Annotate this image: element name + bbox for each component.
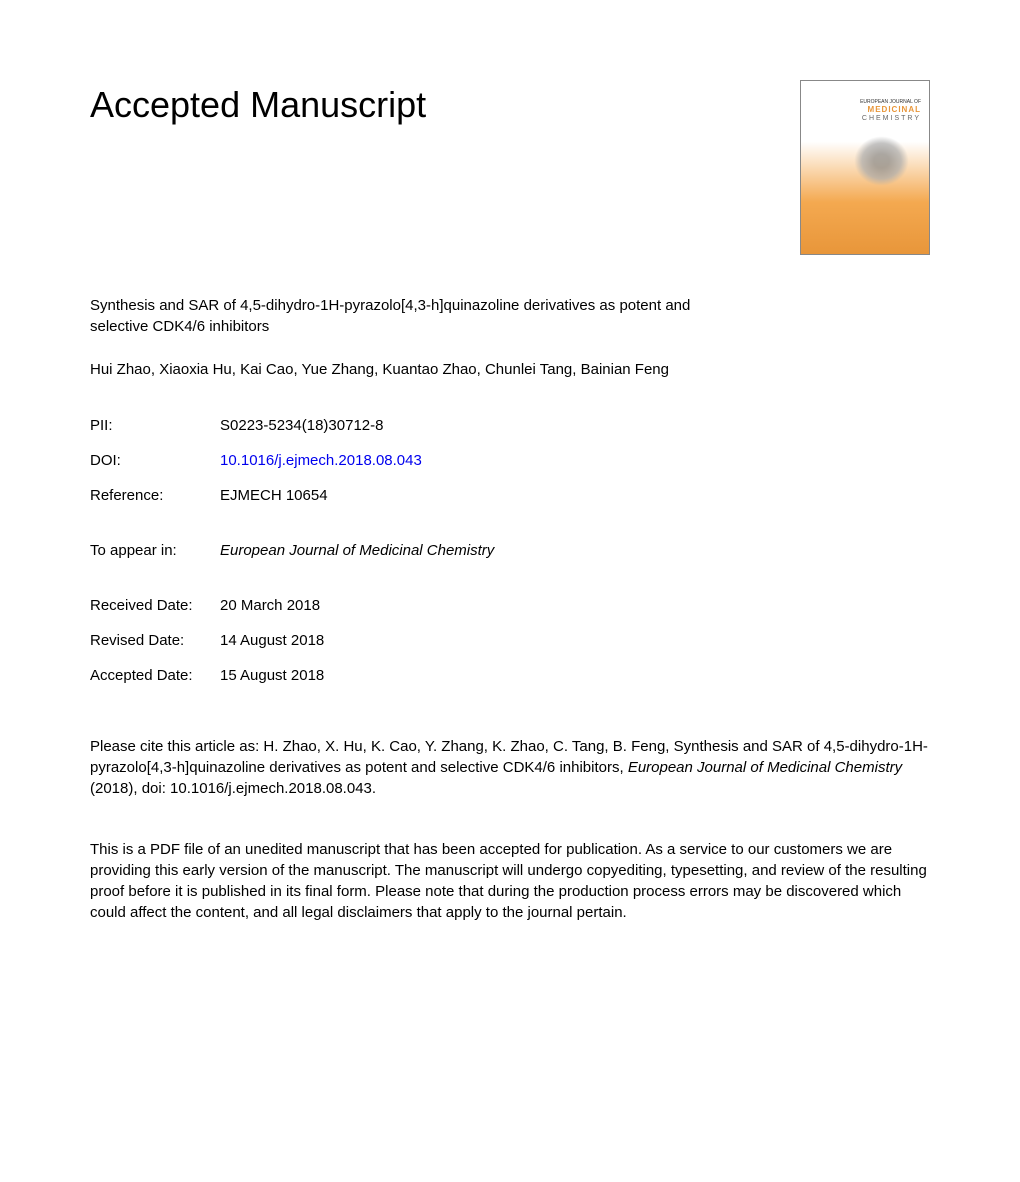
appear-label: To appear in: bbox=[90, 540, 220, 561]
received-row: Received Date: 20 March 2018 bbox=[90, 595, 930, 616]
article-title: Synthesis and SAR of 4,5-dihydro-1H-pyra… bbox=[90, 295, 710, 337]
citation-block: Please cite this article as: H. Zhao, X.… bbox=[90, 736, 930, 799]
appear-row: To appear in: European Journal of Medici… bbox=[90, 540, 930, 561]
received-label: Received Date: bbox=[90, 595, 220, 616]
journal-cover-thumbnail: EUROPEAN JOURNAL OF MEDICINAL CHEMISTRY bbox=[800, 80, 930, 255]
pii-value: S0223-5234(18)30712-8 bbox=[220, 415, 383, 436]
spacer bbox=[90, 575, 930, 595]
reference-row: Reference: EJMECH 10654 bbox=[90, 485, 930, 506]
received-value: 20 March 2018 bbox=[220, 595, 320, 616]
revised-label: Revised Date: bbox=[90, 630, 220, 651]
appear-value: European Journal of Medicinal Chemistry bbox=[220, 540, 494, 561]
header-row: Accepted Manuscript EUROPEAN JOURNAL OF … bbox=[90, 80, 930, 255]
reference-value: EJMECH 10654 bbox=[220, 485, 328, 506]
reference-label: Reference: bbox=[90, 485, 220, 506]
page-heading: Accepted Manuscript bbox=[90, 80, 426, 130]
revised-row: Revised Date: 14 August 2018 bbox=[90, 630, 930, 651]
accepted-label: Accepted Date: bbox=[90, 665, 220, 686]
accepted-value: 15 August 2018 bbox=[220, 665, 324, 686]
metadata-table: PII: S0223-5234(18)30712-8 DOI: 10.1016/… bbox=[90, 415, 930, 686]
doi-row: DOI: 10.1016/j.ejmech.2018.08.043 bbox=[90, 450, 930, 471]
pii-row: PII: S0223-5234(18)30712-8 bbox=[90, 415, 930, 436]
citation-journal: European Journal of Medicinal Chemistry bbox=[628, 759, 902, 776]
cover-line2: MEDICINAL bbox=[860, 105, 921, 115]
spacer bbox=[90, 520, 930, 540]
cover-line3: CHEMISTRY bbox=[860, 115, 921, 123]
doi-value: 10.1016/j.ejmech.2018.08.043 bbox=[220, 450, 422, 471]
cover-title-block: EUROPEAN JOURNAL OF MEDICINAL CHEMISTRY bbox=[860, 99, 921, 123]
spacer bbox=[90, 716, 930, 736]
doi-link[interactable]: 10.1016/j.ejmech.2018.08.043 bbox=[220, 452, 422, 469]
cover-molecule-graphic bbox=[854, 136, 909, 186]
disclaimer-text: This is a PDF file of an unedited manusc… bbox=[90, 839, 930, 923]
doi-label: DOI: bbox=[90, 450, 220, 471]
authors-list: Hui Zhao, Xiaoxia Hu, Kai Cao, Yue Zhang… bbox=[90, 359, 710, 380]
citation-suffix: (2018), doi: 10.1016/j.ejmech.2018.08.04… bbox=[90, 780, 376, 797]
accepted-row: Accepted Date: 15 August 2018 bbox=[90, 665, 930, 686]
revised-value: 14 August 2018 bbox=[220, 630, 324, 651]
pii-label: PII: bbox=[90, 415, 220, 436]
